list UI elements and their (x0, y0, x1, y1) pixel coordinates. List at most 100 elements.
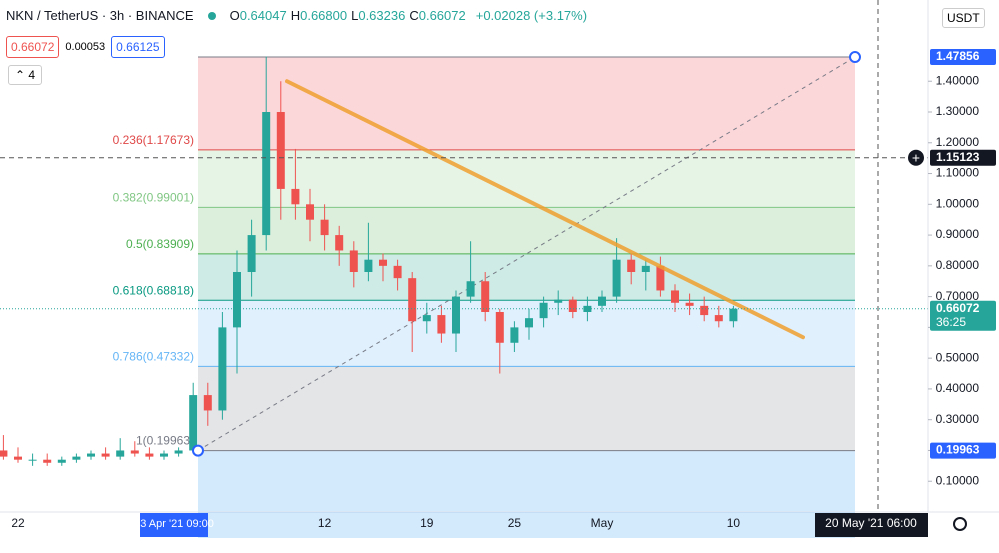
buy-button[interactable]: 0.66125 (111, 36, 165, 58)
crosshair-price: 1.15123 (936, 150, 980, 164)
x-tick-label: May (591, 516, 614, 530)
ohlc-key: H (290, 8, 301, 23)
candle-body (671, 290, 679, 303)
crosshair-price-tag (930, 149, 996, 166)
candle-body (685, 302, 694, 306)
y-tick-label: 1.20000 (936, 135, 980, 149)
fib-zone (198, 207, 855, 254)
fib-handle (849, 51, 861, 64)
candle-body (320, 219, 329, 236)
y-tick-label: 0.50000 (936, 350, 980, 364)
crosshair-plus-sign: + (912, 149, 920, 165)
candle-body (276, 112, 285, 189)
candle-body (218, 327, 227, 411)
price-tag-value: 0.19963 (936, 443, 980, 457)
y-tick-label: 0.90000 (936, 227, 980, 241)
selection-zone (198, 450, 855, 512)
candle-body (393, 265, 402, 279)
candle-body (364, 259, 373, 272)
ohlc-value: 0.63236 (358, 8, 406, 23)
candle-body (612, 259, 621, 297)
ohlc-key: L (351, 8, 359, 23)
fib-label: 0.786(0.47332) (113, 350, 194, 364)
y-tick-label: 0.30000 (936, 412, 980, 426)
fib-label: 1(0.19963) (136, 434, 194, 448)
x-tick-label: 10 (727, 516, 741, 530)
candle-body (28, 459, 37, 461)
start-date-tag (140, 513, 208, 537)
y-tick-label: 1.00000 (936, 196, 980, 210)
candle-body (203, 395, 212, 411)
start-date: 03 Apr '21 09:00 (134, 518, 214, 530)
crosshair-plus (908, 149, 924, 166)
price-tag (930, 49, 996, 66)
x-tick-label: 22 (11, 516, 25, 530)
candle-body (422, 315, 431, 322)
y-tick-label: 1.10000 (936, 166, 980, 180)
candle-body (379, 259, 387, 266)
legend: NKN / TetherUS · 3h · BINANCE O0.64047 H0… (6, 8, 587, 23)
symbol[interactable]: NKN / TetherUS · 3h · BINANCE (6, 8, 194, 23)
y-tick-label: 0.70000 (936, 289, 980, 303)
change: +0.02028 (+3.17%) (475, 8, 588, 23)
ohlc: O0.64047 H0.66800 L0.63236 C0.66072 (230, 8, 470, 23)
x-tick-label: 25 (508, 516, 522, 530)
candle-body (437, 315, 446, 334)
candle-body (452, 296, 460, 334)
candle-body (495, 312, 504, 343)
candle-body (729, 308, 738, 322)
settings-icon[interactable] (953, 517, 967, 531)
indicator-count: 4 (28, 68, 36, 82)
candle-body (349, 250, 358, 272)
candle-body (247, 235, 256, 272)
x-tick-label: 19 (420, 516, 434, 530)
candle-body (466, 281, 475, 297)
candle-body (130, 450, 139, 454)
candle-body (116, 450, 125, 457)
candle-body (233, 272, 241, 328)
status-dot (207, 11, 216, 20)
candle-body (700, 305, 709, 316)
candle-body (583, 305, 592, 312)
ohlc-value: 0.66072 (418, 8, 466, 23)
fib-label: 0.5(0.83909) (126, 237, 194, 251)
fib-zone (198, 253, 855, 301)
y-tick-label: 1.40000 (936, 73, 980, 87)
candle-body (627, 259, 636, 272)
candle-body (87, 453, 95, 457)
ohlc-value: 0.64047 (239, 8, 287, 23)
indicators-toggle[interactable]: ⌃ 4 (8, 65, 43, 85)
candle-body (189, 395, 198, 451)
candle-body (714, 315, 723, 322)
currency-button[interactable]: USDT (942, 8, 985, 28)
candle-body (568, 299, 577, 312)
fib-label: 0.382(0.99001) (113, 191, 194, 205)
candle-body (14, 456, 22, 460)
trend-line (285, 79, 805, 340)
fib-zone (198, 366, 855, 451)
ohlc-value: 0.66800 (300, 8, 348, 23)
candle-body (101, 453, 110, 457)
candle-body (408, 278, 417, 322)
price-tag-value: 1.47856 (936, 49, 980, 63)
y-tick-label: 1.30000 (936, 104, 980, 118)
candle-body (656, 265, 665, 291)
y-tick-label: 0.10000 (936, 473, 980, 487)
spread: 0.00053 (65, 41, 106, 53)
y-tick-label: 0.40000 (936, 381, 980, 395)
fib-label: 0.618(0.68818) (113, 283, 194, 297)
time-selection (198, 512, 855, 538)
candle-body (539, 302, 548, 319)
crosshair-date: 20 May '21 06:00 (825, 516, 917, 530)
candle-body (335, 235, 344, 251)
sell-button[interactable]: 0.66072 (6, 36, 60, 58)
bid-ask: 0.66072 0.00053 0.66125 (6, 36, 165, 58)
x-tick-label: 12 (318, 516, 332, 530)
fib-zone (198, 300, 855, 367)
candle-body (598, 296, 606, 306)
candle-body (262, 112, 271, 236)
candle-body (510, 327, 519, 343)
crosshair-date-tag (815, 513, 928, 537)
